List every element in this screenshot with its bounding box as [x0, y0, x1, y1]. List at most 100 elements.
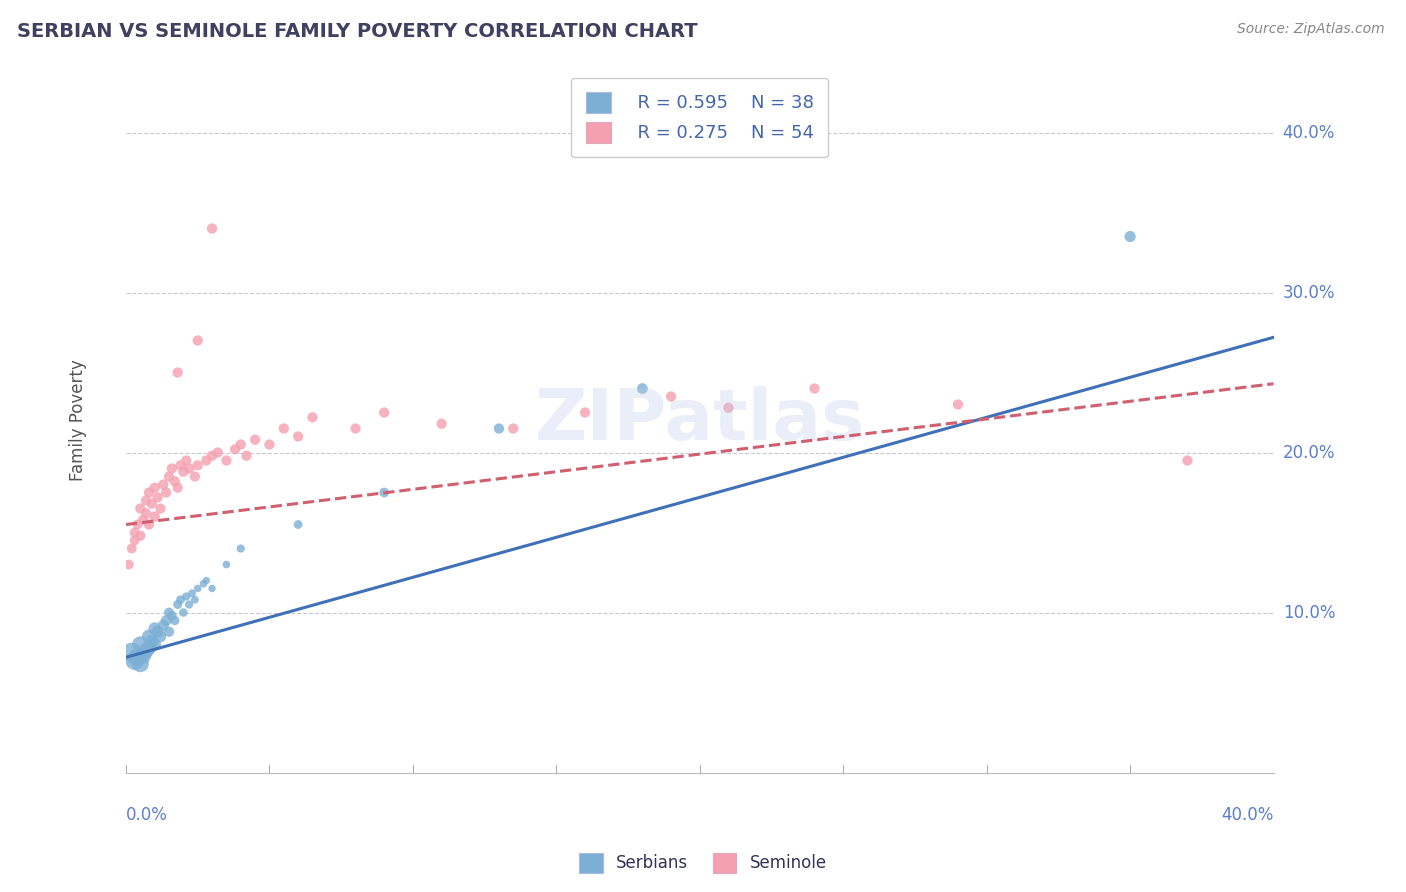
Point: [124, 533, 146, 548]
Text: SERBIAN VS SEMINOLE FAMILY POVERTY CORRELATION CHART: SERBIAN VS SEMINOLE FAMILY POVERTY CORRE…: [17, 22, 697, 41]
Point: [373, 405, 395, 419]
Point: [132, 648, 155, 663]
Point: [235, 449, 257, 463]
Point: [129, 638, 152, 652]
Point: [207, 445, 229, 459]
Text: Family Poverty: Family Poverty: [69, 359, 87, 482]
Point: [160, 608, 183, 623]
Point: [187, 334, 209, 348]
Point: [174, 590, 197, 604]
Point: [187, 582, 209, 596]
Point: [181, 586, 204, 600]
Point: [163, 614, 186, 628]
Point: [259, 437, 281, 451]
Point: [195, 453, 218, 467]
Point: [149, 630, 172, 644]
Text: 10.0%: 10.0%: [1282, 604, 1336, 622]
Point: [195, 574, 218, 588]
Point: [229, 541, 252, 556]
Point: [179, 598, 201, 612]
Point: [184, 469, 207, 483]
Point: [163, 475, 186, 489]
Point: [143, 622, 166, 636]
Text: Source: ZipAtlas.com: Source: ZipAtlas.com: [1237, 22, 1385, 37]
Point: [135, 506, 157, 520]
Text: ZIPatlas: ZIPatlas: [534, 386, 865, 455]
Point: [166, 366, 188, 380]
Point: [135, 493, 157, 508]
Point: [152, 618, 174, 632]
Point: [574, 405, 596, 419]
Point: [301, 410, 323, 425]
Point: [430, 417, 453, 431]
Point: [287, 429, 309, 443]
Legend: Serbians, Seminole: Serbians, Seminole: [572, 847, 834, 880]
Point: [174, 453, 197, 467]
Point: [1177, 453, 1199, 467]
Point: [138, 485, 160, 500]
Point: [127, 517, 149, 532]
Text: 20.0%: 20.0%: [1282, 443, 1336, 461]
Text: 0.0%: 0.0%: [127, 806, 167, 824]
Point: [138, 640, 160, 655]
Point: [160, 461, 183, 475]
Point: [243, 433, 266, 447]
Point: [172, 606, 194, 620]
Point: [215, 453, 238, 467]
Point: [803, 382, 825, 396]
Point: [157, 469, 180, 483]
Point: [169, 458, 191, 473]
Point: [224, 442, 246, 457]
Point: [215, 558, 238, 572]
Point: [143, 509, 166, 524]
Point: [172, 465, 194, 479]
Point: [121, 541, 143, 556]
Point: [155, 485, 177, 500]
Point: [201, 221, 224, 235]
Text: 40.0%: 40.0%: [1282, 123, 1336, 142]
Point: [141, 497, 163, 511]
Point: [135, 644, 157, 658]
Point: [179, 461, 201, 475]
Point: [273, 421, 295, 435]
Point: [201, 449, 224, 463]
Text: 30.0%: 30.0%: [1282, 284, 1336, 301]
Point: [229, 437, 252, 451]
Point: [344, 421, 367, 435]
Point: [169, 592, 191, 607]
Point: [287, 517, 309, 532]
Point: [201, 582, 224, 596]
Point: [129, 501, 152, 516]
Point: [193, 576, 215, 591]
Point: [187, 458, 209, 473]
Point: [1119, 229, 1142, 244]
Point: [157, 606, 180, 620]
Text: 40.0%: 40.0%: [1222, 806, 1274, 824]
Legend:   R = 0.595    N = 38,   R = 0.275    N = 54: R = 0.595 N = 38, R = 0.275 N = 54: [571, 78, 828, 157]
Point: [502, 421, 524, 435]
Point: [149, 501, 172, 516]
Point: [124, 653, 146, 667]
Point: [138, 517, 160, 532]
Point: [152, 477, 174, 491]
Point: [132, 513, 155, 527]
Point: [146, 624, 169, 639]
Point: [143, 481, 166, 495]
Point: [121, 646, 143, 660]
Point: [143, 638, 166, 652]
Point: [946, 397, 969, 411]
Point: [631, 382, 654, 396]
Point: [141, 634, 163, 648]
Point: [155, 614, 177, 628]
Point: [659, 390, 682, 404]
Point: [146, 491, 169, 505]
Point: [157, 624, 180, 639]
Point: [373, 485, 395, 500]
Point: [118, 558, 141, 572]
Point: [166, 598, 188, 612]
Point: [129, 529, 152, 543]
Point: [488, 421, 510, 435]
Point: [129, 657, 152, 671]
Point: [717, 401, 740, 415]
Point: [184, 592, 207, 607]
